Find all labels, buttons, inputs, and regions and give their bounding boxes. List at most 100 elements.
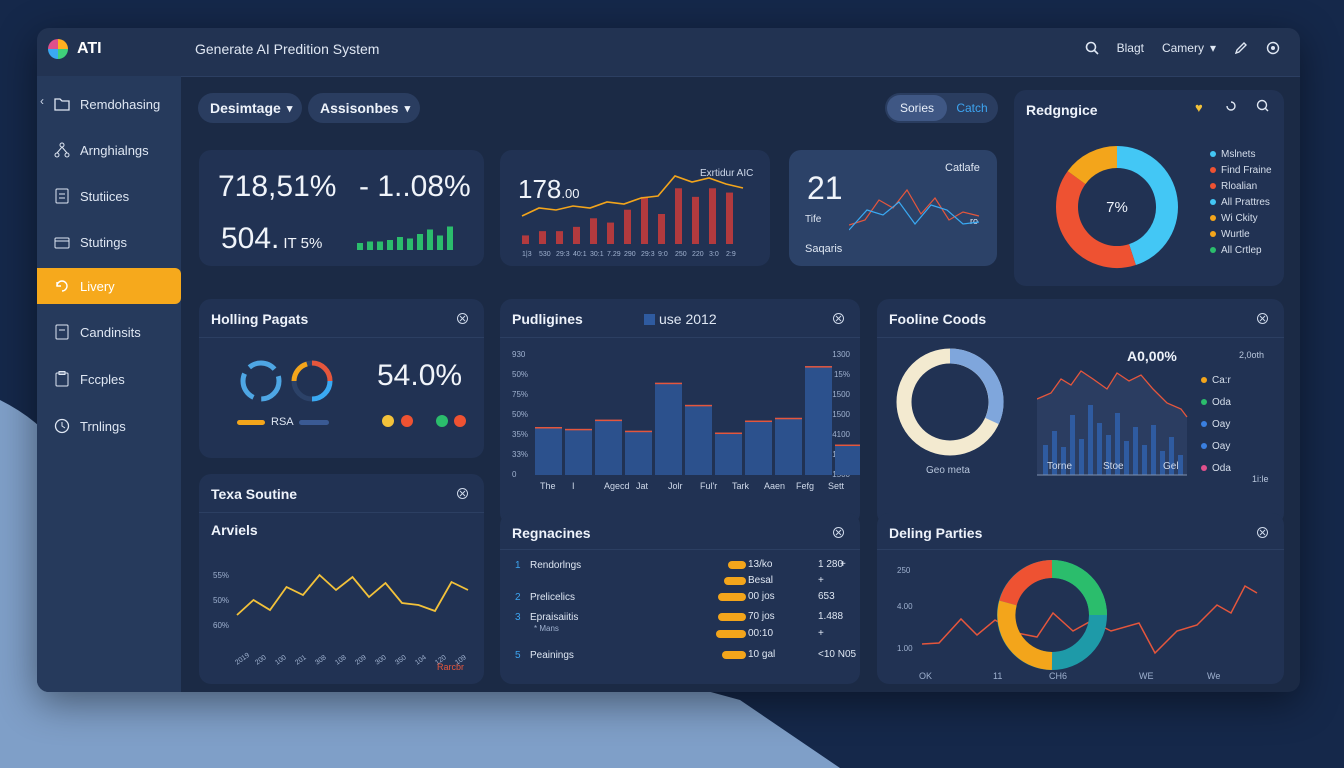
fooline-bar (1160, 451, 1165, 475)
sidebar-item-fccples[interactable]: Fccples (37, 361, 181, 397)
holding-bar-label: RSA (271, 416, 294, 428)
texa-footer: Rarcbr (437, 662, 465, 672)
search-label[interactable]: Blagt (1116, 41, 1144, 55)
legend-dot (1201, 421, 1207, 427)
legend-dot (1210, 199, 1216, 205)
filter-assisonbes[interactable]: Assisonbes ▾ (308, 93, 420, 123)
search-icon[interactable] (1256, 99, 1270, 118)
y-tick-label: 1500 (832, 410, 850, 419)
donut-slice (1067, 146, 1118, 185)
expand-icon[interactable] (832, 312, 846, 326)
row-bar-label: 00 jos (748, 591, 775, 602)
pudligines-legend: use 2012 (644, 311, 717, 327)
toggle-label: Sories (899, 101, 934, 115)
bar (655, 382, 682, 475)
fooline-x-label-1: Torne (1047, 461, 1073, 472)
sidebar-item-candinsits[interactable]: Candinsits (37, 314, 181, 350)
expand-icon[interactable] (832, 526, 846, 540)
sidebar-item-livery[interactable]: Livery (37, 268, 181, 304)
row-bar (728, 561, 746, 569)
network-icon (53, 141, 71, 159)
row-number: 5 (515, 650, 521, 661)
settings-icon[interactable] (1266, 41, 1280, 55)
y-tick-label: 4100 (832, 430, 850, 439)
logo-icon (48, 39, 68, 59)
legend-item: Ca:r (1201, 369, 1231, 391)
legend-item: Oda (1201, 457, 1231, 479)
kpi-bar (377, 241, 383, 250)
mini-x-tick: 40:1 (573, 251, 587, 258)
card-title: Redgngice (1026, 102, 1098, 118)
kpi-bar (367, 241, 373, 250)
list-item[interactable]: 2 Prelicelics 00 jos 653 (500, 590, 860, 606)
mini-value-main: 178 (518, 174, 562, 204)
series-toggle[interactable]: Sories Catch (885, 93, 998, 123)
row-bar (716, 630, 746, 638)
sidebar-item-stutiices[interactable]: Stutiices (37, 178, 181, 214)
bar (745, 420, 772, 475)
y-tick-label: 50% (512, 410, 528, 419)
expand-icon[interactable] (456, 487, 470, 501)
list-item[interactable]: Besal + (500, 574, 860, 590)
kpi-card: 718,51% - 1..08% 504. IT 5% (199, 150, 484, 266)
row-value: + (818, 575, 824, 586)
mini-bar (624, 209, 631, 244)
mini-chart-label: Exrtidur AIC (700, 168, 754, 179)
list-item[interactable]: 1 Rendorlngs 13/ko 1 280 + (500, 558, 860, 574)
sidebar-item-label: Arnghialngs (80, 142, 149, 158)
bar (775, 417, 802, 475)
x-tick-label: 200 (254, 654, 268, 666)
legend-item: Oda (1201, 391, 1231, 413)
box-icon (53, 233, 71, 251)
fooline-bar (1097, 423, 1102, 475)
list-item[interactable]: 5 Peainings 10 gal <10 N05 (500, 648, 860, 664)
toggle-option-sories[interactable]: Sories (887, 95, 947, 121)
fooline-bar (1178, 455, 1183, 475)
bar (835, 444, 860, 475)
toggle-option-catch[interactable]: Catch (949, 95, 995, 121)
mini-x-tick: 7.29 (607, 251, 621, 258)
sidebar-item-remdohasing[interactable]: Remdohasing (37, 86, 181, 122)
legend-label: Oda (1212, 396, 1231, 408)
texa-line-chart: 55% 50% 60% 2019 200 100 201 308 108 209 300 350 10… (213, 571, 469, 667)
expand-icon[interactable] (1256, 312, 1270, 326)
fooline-x-label-3: Gel (1163, 461, 1179, 472)
expand-icon[interactable] (456, 312, 470, 326)
legend-dot (1201, 465, 1207, 471)
refresh-icon[interactable] (1224, 99, 1238, 118)
fooline-corner-label: 1i:le (1252, 474, 1269, 484)
mini-bar (641, 196, 648, 244)
list-item[interactable]: 3 Epraisaiitis * Mans 70 jos 1.488 (500, 610, 860, 633)
expand-icon[interactable] (1256, 526, 1270, 540)
y-tick-label: 0 (512, 470, 517, 479)
search-icon[interactable] (1085, 41, 1099, 55)
pen-icon[interactable] (1234, 41, 1248, 55)
bar-cap (715, 432, 742, 435)
list-item[interactable]: 00:10 + (500, 627, 860, 643)
filter-desimtage[interactable]: Desimtage ▾ (198, 93, 302, 123)
camera-dropdown[interactable]: Camery ▾ (1162, 41, 1216, 55)
sidebar-item-stutings[interactable]: Stutings (37, 224, 181, 260)
legend-label: Wurtle (1221, 228, 1250, 240)
x-tick-label: Aaen (764, 481, 785, 491)
sidebar-item-label: Stutiices (80, 188, 130, 204)
bar (625, 430, 652, 475)
legend-label: Ca:r (1212, 374, 1231, 386)
holding-value: 54.0% (377, 359, 463, 392)
document-icon (53, 323, 71, 341)
heart-icon[interactable]: ♥ (1195, 100, 1203, 115)
y-tick-label: 35% (512, 430, 528, 439)
bar-cap (775, 417, 802, 420)
x-tick-label: Fefg (796, 481, 814, 491)
status-dot-green (436, 415, 448, 427)
sidebar-item-arnghialngs[interactable]: Arnghialngs (37, 132, 181, 168)
y-tick-label: 75% (512, 390, 528, 399)
bar (565, 428, 592, 475)
legend-label: Oda (1212, 462, 1231, 474)
mini-bar (675, 188, 682, 244)
fooline-bar (1061, 447, 1066, 475)
collapse-icon[interactable]: ‹ (40, 94, 44, 108)
sidebar-item-trnlings[interactable]: Trnlings (37, 408, 181, 444)
y-tick-label: 50% (213, 596, 229, 605)
bar-cap (595, 419, 622, 422)
